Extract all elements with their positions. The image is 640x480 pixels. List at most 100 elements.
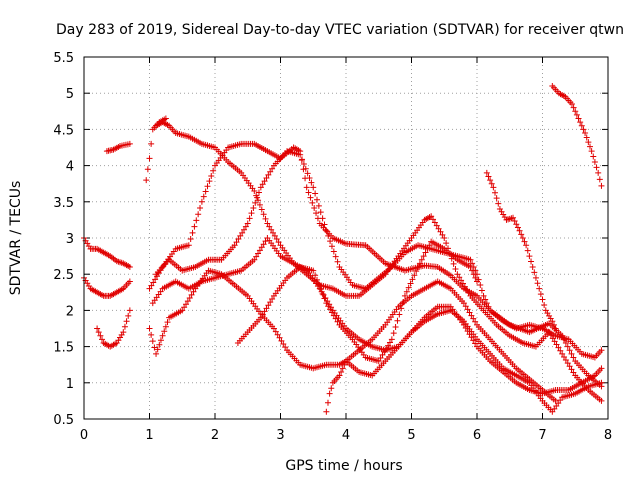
data-point — [418, 256, 425, 263]
data-point — [562, 339, 569, 346]
data-point — [452, 266, 459, 273]
data-point — [459, 280, 466, 287]
data-point — [302, 165, 309, 172]
data-point — [251, 187, 258, 194]
data-point — [148, 140, 155, 147]
data-point — [575, 115, 582, 122]
data-point — [126, 307, 133, 314]
data-point — [377, 354, 384, 361]
data-point — [259, 311, 266, 318]
data-point — [270, 229, 277, 236]
x-tick-label: 8 — [604, 428, 612, 443]
x-tick-label: 6 — [473, 428, 481, 443]
data-point — [485, 303, 492, 310]
data-point — [572, 108, 579, 115]
data-point — [263, 175, 270, 182]
data-point — [583, 134, 590, 141]
data-point — [261, 308, 268, 315]
data-point — [460, 321, 467, 328]
data-point — [469, 260, 476, 267]
y-tick-label: 2.5 — [53, 268, 74, 283]
data-point — [437, 228, 444, 235]
data-point — [562, 357, 569, 364]
data-point — [309, 199, 316, 206]
data-point — [439, 231, 446, 238]
data-point — [462, 303, 469, 310]
series-arc-13 — [483, 169, 559, 332]
data-point — [466, 331, 473, 338]
data-point — [411, 272, 418, 279]
data-point — [303, 184, 310, 191]
data-point — [97, 332, 104, 339]
data-point — [334, 258, 341, 265]
y-tick-label: 2 — [66, 304, 74, 319]
data-point — [182, 301, 189, 308]
data-point — [319, 290, 326, 297]
data-point — [415, 263, 422, 270]
data-point — [474, 278, 480, 285]
data-point — [591, 158, 598, 165]
y-tick-label: 5.5 — [53, 51, 74, 66]
data-point — [161, 328, 168, 335]
data-point — [200, 193, 207, 200]
data-point — [149, 338, 156, 345]
y-axis-title: SDTVAR / TECUs — [8, 181, 24, 296]
data-point — [454, 271, 461, 278]
data-point — [493, 195, 500, 202]
data-point — [276, 334, 283, 341]
data-point — [272, 328, 279, 335]
data-point — [456, 274, 463, 281]
data-point — [495, 200, 502, 207]
data-point — [325, 303, 332, 310]
data-point — [154, 346, 161, 353]
data-point — [586, 143, 593, 150]
series-arc-1 — [81, 235, 133, 270]
data-point — [403, 288, 410, 295]
series-arc-12 — [323, 278, 559, 415]
data-point — [316, 285, 323, 292]
data-point — [334, 318, 341, 325]
data-point — [441, 235, 448, 241]
data-point — [155, 270, 162, 277]
data-point — [310, 184, 317, 191]
data-point — [320, 291, 327, 298]
data-point — [466, 309, 473, 316]
data-point — [467, 263, 474, 270]
data-point — [585, 139, 592, 146]
data-point — [341, 361, 348, 368]
data-point — [401, 292, 408, 299]
data-point — [189, 229, 196, 236]
data-point — [258, 206, 265, 213]
data-point — [235, 236, 242, 243]
data-point — [553, 341, 560, 348]
y-tick-label: 3.5 — [53, 196, 74, 211]
data-point — [332, 315, 339, 322]
data-point — [549, 335, 556, 342]
data-point — [306, 175, 313, 182]
data-point — [590, 153, 597, 160]
y-tick-label: 5 — [66, 87, 74, 102]
data-point — [146, 155, 153, 162]
data-point — [299, 156, 306, 163]
data-point — [259, 181, 266, 188]
data-point — [409, 276, 416, 283]
data-point — [125, 312, 132, 319]
data-point — [596, 176, 603, 183]
y-tick-label: 4 — [66, 160, 74, 175]
data-point — [416, 260, 423, 267]
tick-labels: 0 1 2 3 4 5 6 7 8 0.5 1 1.5 2 2.5 3 3.5 4 4.5 5 5.5 — [53, 51, 612, 443]
data-point — [598, 347, 605, 354]
data-point — [566, 347, 573, 354]
data-point — [578, 122, 585, 129]
data-point — [482, 296, 489, 303]
data-point — [317, 286, 324, 293]
data-point — [159, 332, 166, 339]
x-tick-label: 2 — [211, 428, 219, 443]
data-point — [523, 242, 530, 249]
data-point — [450, 260, 457, 267]
data-point — [328, 309, 335, 316]
data-point — [184, 298, 191, 305]
data-point — [526, 253, 533, 260]
data-point — [339, 365, 346, 372]
data-point — [472, 318, 479, 325]
